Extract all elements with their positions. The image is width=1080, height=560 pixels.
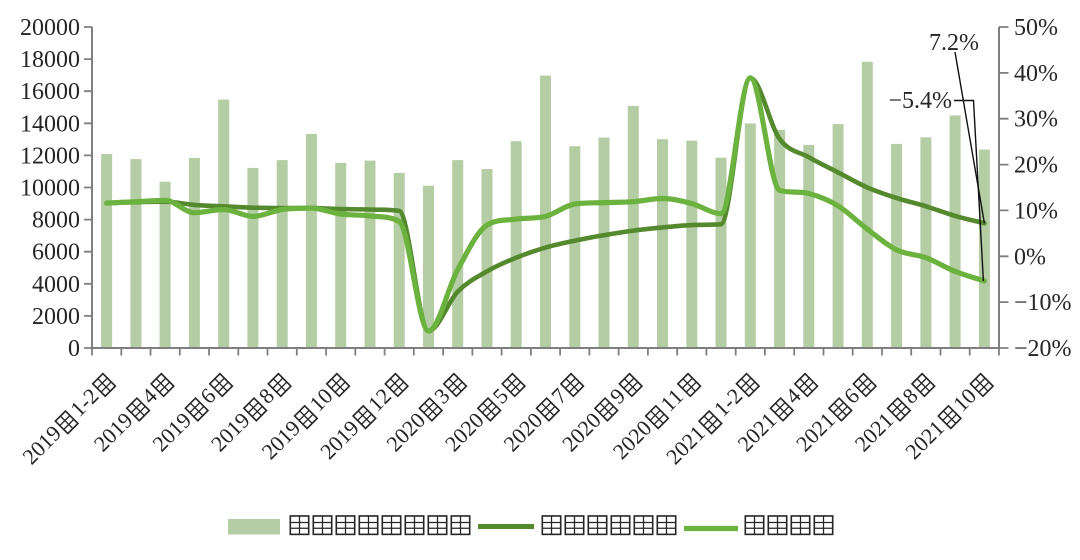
svg-text:50%: 50% <box>1014 15 1058 41</box>
svg-text:18000: 18000 <box>20 47 80 73</box>
svg-text:−10%: −10% <box>1014 290 1072 316</box>
svg-text:20%: 20% <box>1014 153 1058 179</box>
svg-text:2000: 2000 <box>32 304 80 330</box>
svg-text:−5.4%: −5.4% <box>888 88 952 114</box>
svg-text:−20%: −20% <box>1014 336 1072 362</box>
svg-text:16000: 16000 <box>20 79 80 105</box>
svg-text:4000: 4000 <box>32 272 80 298</box>
svg-text:0: 0 <box>68 336 80 362</box>
svg-text:8000: 8000 <box>32 208 80 234</box>
svg-text:20000: 20000 <box>20 15 80 41</box>
svg-text:7.2%: 7.2% <box>929 30 979 56</box>
svg-text:6000: 6000 <box>32 240 80 266</box>
svg-text:14000: 14000 <box>20 111 80 137</box>
svg-text:10000: 10000 <box>20 176 80 202</box>
svg-text:0%: 0% <box>1014 244 1046 270</box>
svg-text:12000: 12000 <box>20 143 80 169</box>
svg-text:30%: 30% <box>1014 107 1058 133</box>
svg-text:10%: 10% <box>1014 198 1058 224</box>
svg-text:40%: 40% <box>1014 61 1058 87</box>
